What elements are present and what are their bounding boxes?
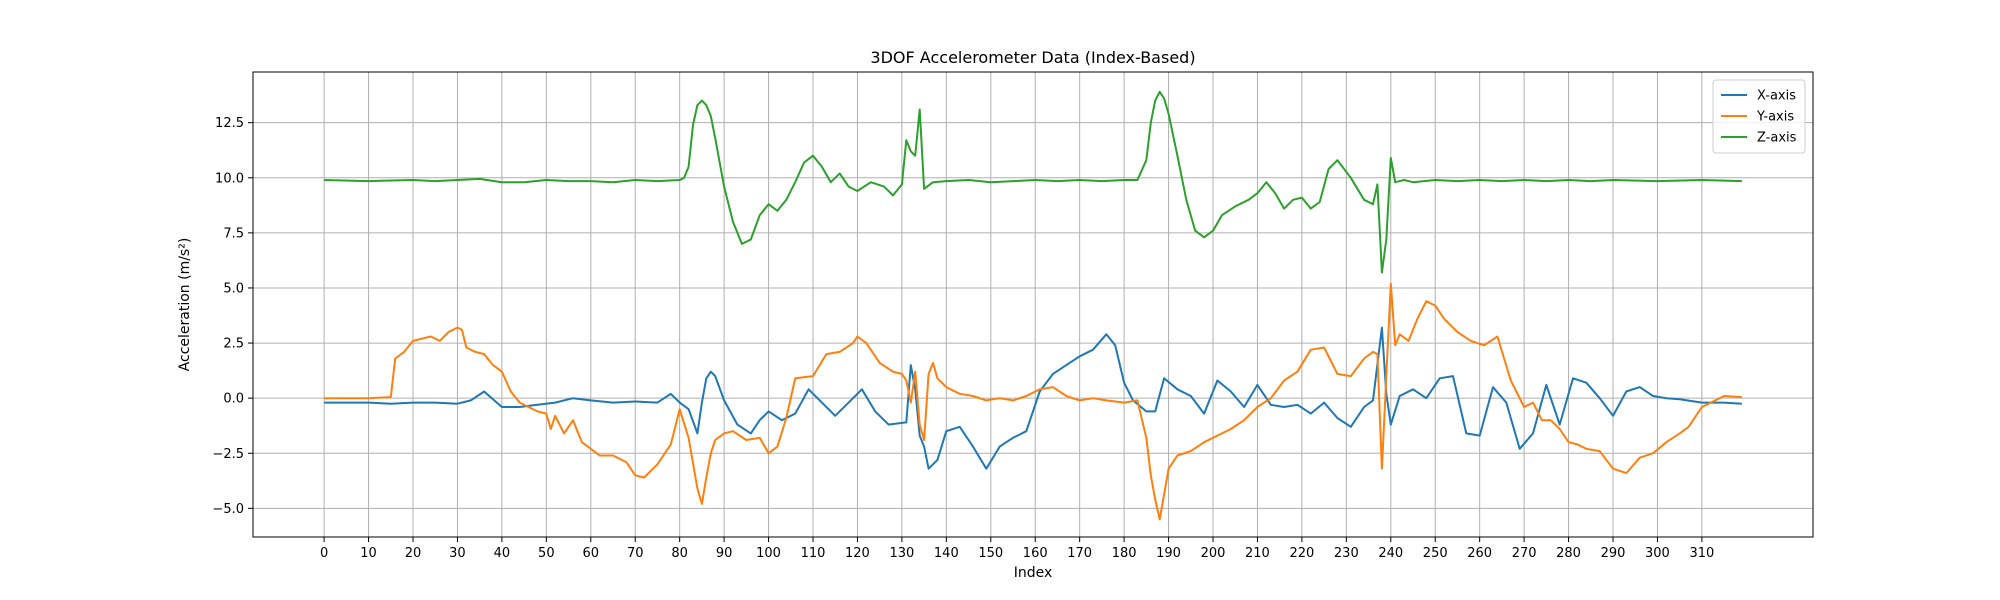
y-tick-label: 5.0 <box>223 281 244 296</box>
legend-entry-label: Z-axis <box>1757 131 1797 146</box>
y-tick-label: 12.5 <box>215 116 244 131</box>
x-tick-label: 0 <box>320 546 328 561</box>
x-tick-label: 260 <box>1467 546 1492 561</box>
x-tick-label: 310 <box>1689 546 1714 561</box>
x-tick-label: 170 <box>1067 546 1092 561</box>
x-axis-ticks: 0 10 20 30 40 50 60 70 80 90 100 110 120 130 140 150 160… <box>320 537 1714 561</box>
x-tick-label: 180 <box>1112 546 1137 561</box>
legend-entry-label: Y-axis <box>1756 110 1794 125</box>
x-tick-label: 230 <box>1334 546 1359 561</box>
y-axis-ticks: −5.0 −2.5 0.0 2.5 5.0 7.5 10.0 12.5 <box>212 116 253 517</box>
y-tick-label: −5.0 <box>212 502 244 517</box>
x-tick-label: 290 <box>1601 546 1626 561</box>
legend-entry-label: X-axis <box>1757 89 1796 104</box>
x-tick-label: 60 <box>583 546 600 561</box>
x-tick-label: 70 <box>627 546 644 561</box>
plot-area-frame <box>252 71 1814 538</box>
x-tick-label: 250 <box>1423 546 1448 561</box>
y-tick-label: 2.5 <box>223 337 244 352</box>
x-tick-label: 150 <box>978 546 1003 561</box>
x-tick-label: 220 <box>1289 546 1314 561</box>
y-tick-label: 0.0 <box>223 392 244 407</box>
y-tick-label: 7.5 <box>223 226 244 241</box>
x-tick-label: 280 <box>1556 546 1581 561</box>
x-tick-label: 120 <box>845 546 870 561</box>
x-tick-label: 140 <box>934 546 959 561</box>
x-tick-label: 80 <box>671 546 688 561</box>
x-tick-label: 130 <box>889 546 914 561</box>
x-tick-label: 190 <box>1156 546 1181 561</box>
x-tick-label: 10 <box>360 546 377 561</box>
x-tick-label: 270 <box>1512 546 1537 561</box>
x-axis-label: Index <box>1014 565 1053 581</box>
x-tick-label: 240 <box>1378 546 1403 561</box>
series-lines <box>324 90 1742 521</box>
x-tick-label: 200 <box>1201 546 1226 561</box>
series-line-y-axis <box>324 282 1742 521</box>
legend: X-axis Y-axis Z-axis <box>1712 79 1806 154</box>
x-tick-label: 300 <box>1645 546 1670 561</box>
x-tick-label: 30 <box>449 546 466 561</box>
x-tick-label: 20 <box>405 546 422 561</box>
x-tick-label: 90 <box>716 546 733 561</box>
y-axis-label: Acceleration (m/s²) <box>177 238 193 372</box>
x-tick-label: 210 <box>1245 546 1270 561</box>
x-tick-label: 50 <box>538 546 555 561</box>
chart-title: 3DOF Accelerometer Data (Index-Based) <box>870 48 1195 67</box>
x-tick-label: 160 <box>1023 546 1048 561</box>
series-line-x-axis <box>324 326 1742 470</box>
legend-box <box>1712 79 1806 154</box>
x-tick-label: 110 <box>801 546 826 561</box>
x-tick-label: 40 <box>494 546 511 561</box>
y-tick-label: −2.5 <box>212 447 244 462</box>
grid-lines <box>253 72 1813 537</box>
x-tick-label: 100 <box>756 546 781 561</box>
y-tick-label: 10.0 <box>215 171 244 186</box>
series-line-z-axis <box>324 90 1742 274</box>
